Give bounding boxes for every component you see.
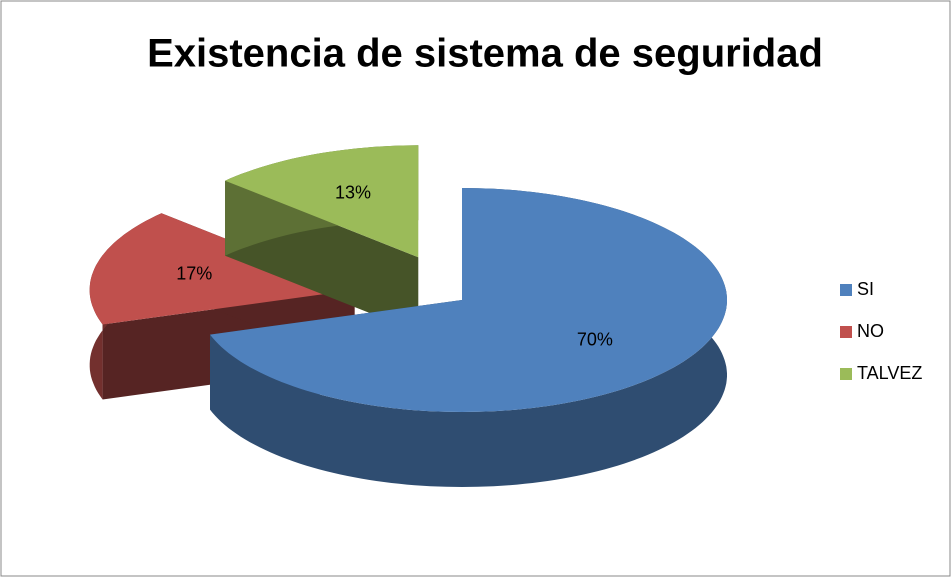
legend-label: SI	[857, 279, 874, 299]
legend-label: NO	[857, 321, 884, 341]
chart-title: Existencia de sistema de seguridad	[147, 32, 823, 76]
legend-swatch	[840, 368, 852, 380]
data-label: 17%	[176, 263, 212, 283]
slice	[225, 145, 419, 258]
slice	[210, 188, 727, 412]
slice	[89, 213, 355, 325]
data-label: 70%	[577, 330, 613, 350]
data-label: 13%	[335, 182, 371, 202]
legend-swatch	[840, 284, 852, 296]
legend-swatch	[840, 326, 852, 338]
legend-label: TALVEZ	[857, 363, 922, 383]
